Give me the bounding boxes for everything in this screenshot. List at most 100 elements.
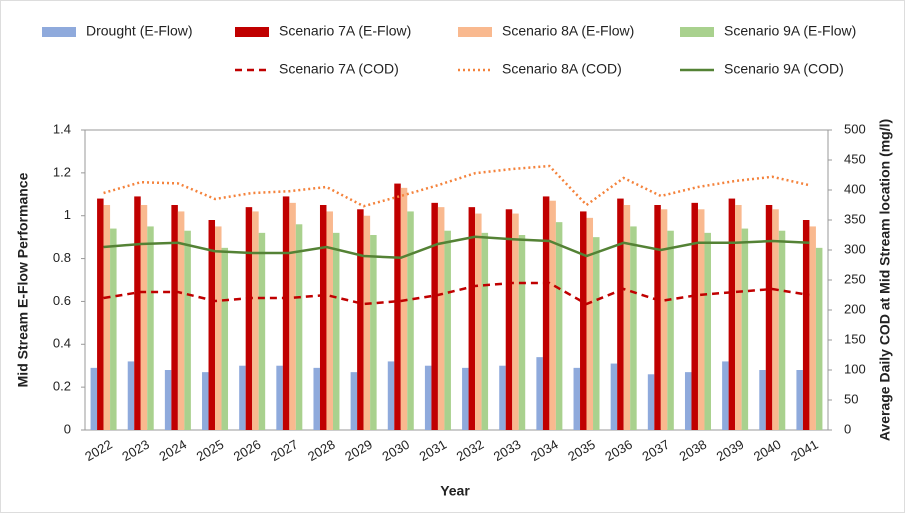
bar <box>728 198 736 430</box>
bar <box>363 215 371 430</box>
bar <box>252 211 259 430</box>
bar <box>573 367 581 430</box>
bar <box>697 209 705 430</box>
bar <box>90 367 98 430</box>
bar <box>536 357 543 430</box>
bar <box>691 202 698 430</box>
bar <box>542 196 550 430</box>
bar <box>208 220 216 430</box>
bar <box>722 361 729 430</box>
bar <box>654 205 661 430</box>
bar <box>444 230 451 430</box>
y-tick-label: 1.2 <box>53 164 71 179</box>
bar <box>313 367 320 430</box>
bar <box>164 370 172 430</box>
bar <box>765 205 773 430</box>
bar <box>617 198 624 430</box>
y-tick-label: 0.2 <box>53 379 71 394</box>
bar <box>431 202 438 430</box>
x-axis-title: Year <box>440 483 470 499</box>
bar <box>505 209 513 430</box>
bar <box>97 198 104 430</box>
legend-label: Scenario 9A (COD) <box>724 61 844 77</box>
bar <box>127 361 135 430</box>
cod-line <box>103 235 810 260</box>
bar <box>394 183 401 430</box>
bar <box>802 220 810 430</box>
bar <box>741 228 749 430</box>
bar <box>796 370 803 430</box>
y2-tick-label: 450 <box>844 151 866 166</box>
bar <box>171 205 178 430</box>
bar <box>468 207 476 430</box>
y2-tick-label: 250 <box>844 271 866 286</box>
y-tick-label: 1.4 <box>53 121 71 136</box>
bar <box>400 187 408 430</box>
bar <box>357 209 364 430</box>
y2-tick-label: 50 <box>844 391 858 406</box>
legend-label: Scenario 7A (COD) <box>279 61 399 77</box>
bar <box>184 230 191 430</box>
bar <box>319 205 327 430</box>
y2-tick-label: 350 <box>844 211 866 226</box>
y2-tick-label: 150 <box>844 331 866 346</box>
bar <box>245 207 253 430</box>
y2-axis-title: Average Daily COD at Mid Stream location… <box>877 119 893 441</box>
bar <box>437 207 445 430</box>
bar <box>239 365 246 430</box>
y-tick-label: 0.8 <box>53 250 71 265</box>
bar <box>772 209 779 430</box>
bar <box>647 374 655 430</box>
bar <box>759 370 766 430</box>
bar <box>110 228 117 430</box>
bar <box>215 226 222 430</box>
legend-swatch <box>680 27 714 37</box>
bar <box>481 232 489 430</box>
bar <box>499 365 506 430</box>
legend-label: Scenario 8A (COD) <box>502 61 622 77</box>
bar <box>586 217 594 430</box>
y2-tick-label: 100 <box>844 361 866 376</box>
bar <box>555 222 563 430</box>
y-axis-title: Mid Stream E-Flow Performance <box>15 172 31 387</box>
bar <box>462 367 469 430</box>
bar <box>610 363 618 430</box>
y-tick-label: 1 <box>64 207 71 222</box>
bar <box>704 232 711 430</box>
legend-label: Scenario 7A (E-Flow) <box>279 23 411 39</box>
bar <box>815 247 823 430</box>
bar <box>735 205 742 430</box>
bar <box>407 211 414 430</box>
cod-line <box>103 164 810 208</box>
legend-label: Scenario 9A (E-Flow) <box>724 23 856 39</box>
legend-label: Drought (E-Flow) <box>86 23 193 39</box>
bar <box>140 205 148 430</box>
bar <box>326 211 333 430</box>
y-tick-label: 0.6 <box>53 293 71 308</box>
y2-tick-label: 500 <box>844 121 866 136</box>
bar <box>518 235 526 430</box>
y2-tick-label: 0 <box>844 421 851 436</box>
legend-swatch <box>235 27 269 37</box>
bar <box>202 372 209 430</box>
bar <box>580 211 587 430</box>
bar <box>258 232 266 430</box>
bar <box>332 232 340 430</box>
y2-tick-label: 400 <box>844 181 866 196</box>
bar <box>660 209 668 430</box>
bar <box>387 361 395 430</box>
bar <box>177 211 185 430</box>
bar <box>623 205 631 430</box>
y2-tick-label: 200 <box>844 301 866 316</box>
bar <box>512 213 519 430</box>
bar <box>630 226 637 430</box>
legend-label: Scenario 8A (E-Flow) <box>502 23 634 39</box>
bar <box>103 205 111 430</box>
legend-swatch <box>458 27 492 37</box>
bar <box>276 365 283 430</box>
bar <box>549 200 556 430</box>
y-tick-label: 0.4 <box>53 336 71 351</box>
bar <box>350 372 358 430</box>
cod-line <box>103 281 810 306</box>
bar <box>424 365 432 430</box>
